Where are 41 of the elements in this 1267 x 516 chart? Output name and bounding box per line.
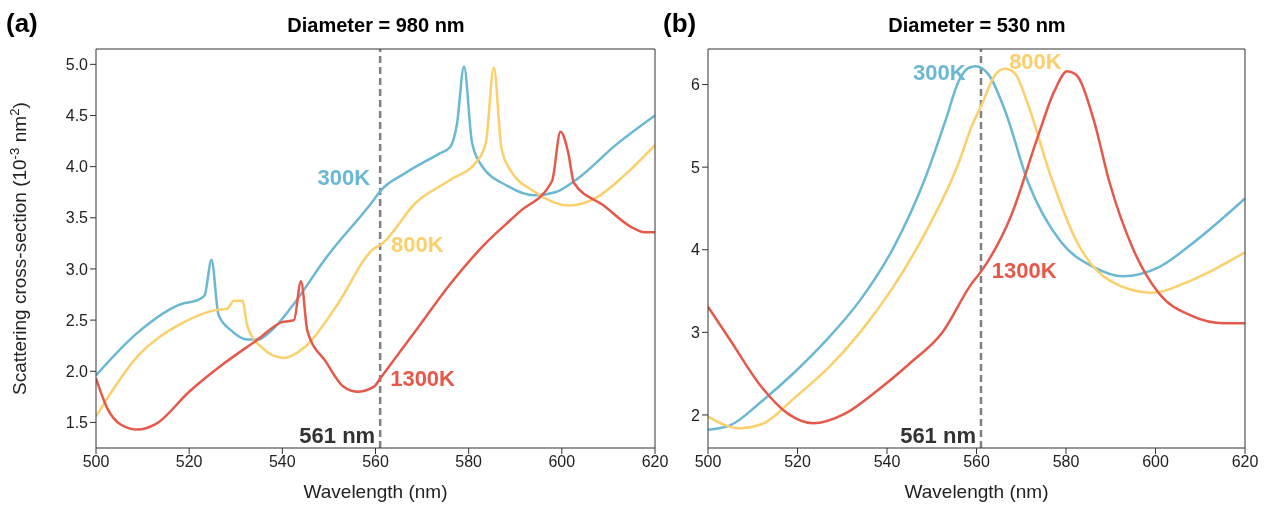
x-tick-label: 600 — [1142, 453, 1169, 471]
y-tick-label: 3.0 — [65, 260, 89, 278]
x-tick-label: 580 — [1052, 453, 1080, 471]
y-tick-label: 2 — [691, 406, 701, 424]
x-tick-label: 560 — [963, 453, 990, 471]
text: (b) — [663, 8, 697, 39]
y-tick-label: 4.0 — [65, 158, 89, 176]
x-tick-label: 520 — [175, 453, 203, 471]
x-tick-label: 520 — [784, 453, 811, 471]
y-tick-label: 4 — [691, 241, 701, 259]
x-tick-label: 620 — [641, 453, 669, 471]
series-label: 800K — [1009, 48, 1062, 74]
series-label: 300K — [317, 165, 371, 191]
series-label: 1300K — [390, 366, 456, 392]
x-axis-title: Wavelength (nm) — [904, 481, 1049, 502]
chart-title: Diameter = 980 nm — [286, 14, 466, 37]
x-tick-label: 500 — [82, 453, 110, 471]
y-tick-label: 2.0 — [65, 362, 89, 380]
series-label: 300K — [913, 60, 966, 86]
x-axis-title: Wavelength (nm) — [303, 481, 448, 502]
chart-title: Diameter = 530 nm — [887, 14, 1067, 37]
x-tick-label: 540 — [268, 453, 296, 471]
series-label: 800K — [391, 232, 444, 258]
y-tick-label: 5.0 — [65, 56, 89, 74]
x-tick-label: 600 — [548, 453, 576, 471]
y-tick-label: 4.5 — [65, 107, 89, 125]
ref-line-label: 561 nm — [900, 423, 976, 448]
y-tick-label: 6 — [691, 76, 701, 94]
ref-line-label: 561 nm — [299, 423, 376, 448]
x-tick-label: 580 — [455, 453, 483, 471]
x-tick-label: 620 — [1231, 453, 1259, 471]
y-tick-label: 5 — [691, 158, 701, 176]
y-tick-label: 3 — [691, 324, 701, 342]
y-tick-label: 3.5 — [65, 209, 89, 227]
text: (a) — [6, 8, 38, 39]
x-tick-label: 560 — [362, 453, 389, 471]
x-tick-label: 540 — [873, 453, 901, 471]
y-tick-label: 1.5 — [65, 414, 89, 432]
x-tick-label: 500 — [694, 453, 722, 471]
y-tick-label: 2.5 — [65, 311, 89, 329]
series-label: 1300K — [991, 258, 1057, 284]
